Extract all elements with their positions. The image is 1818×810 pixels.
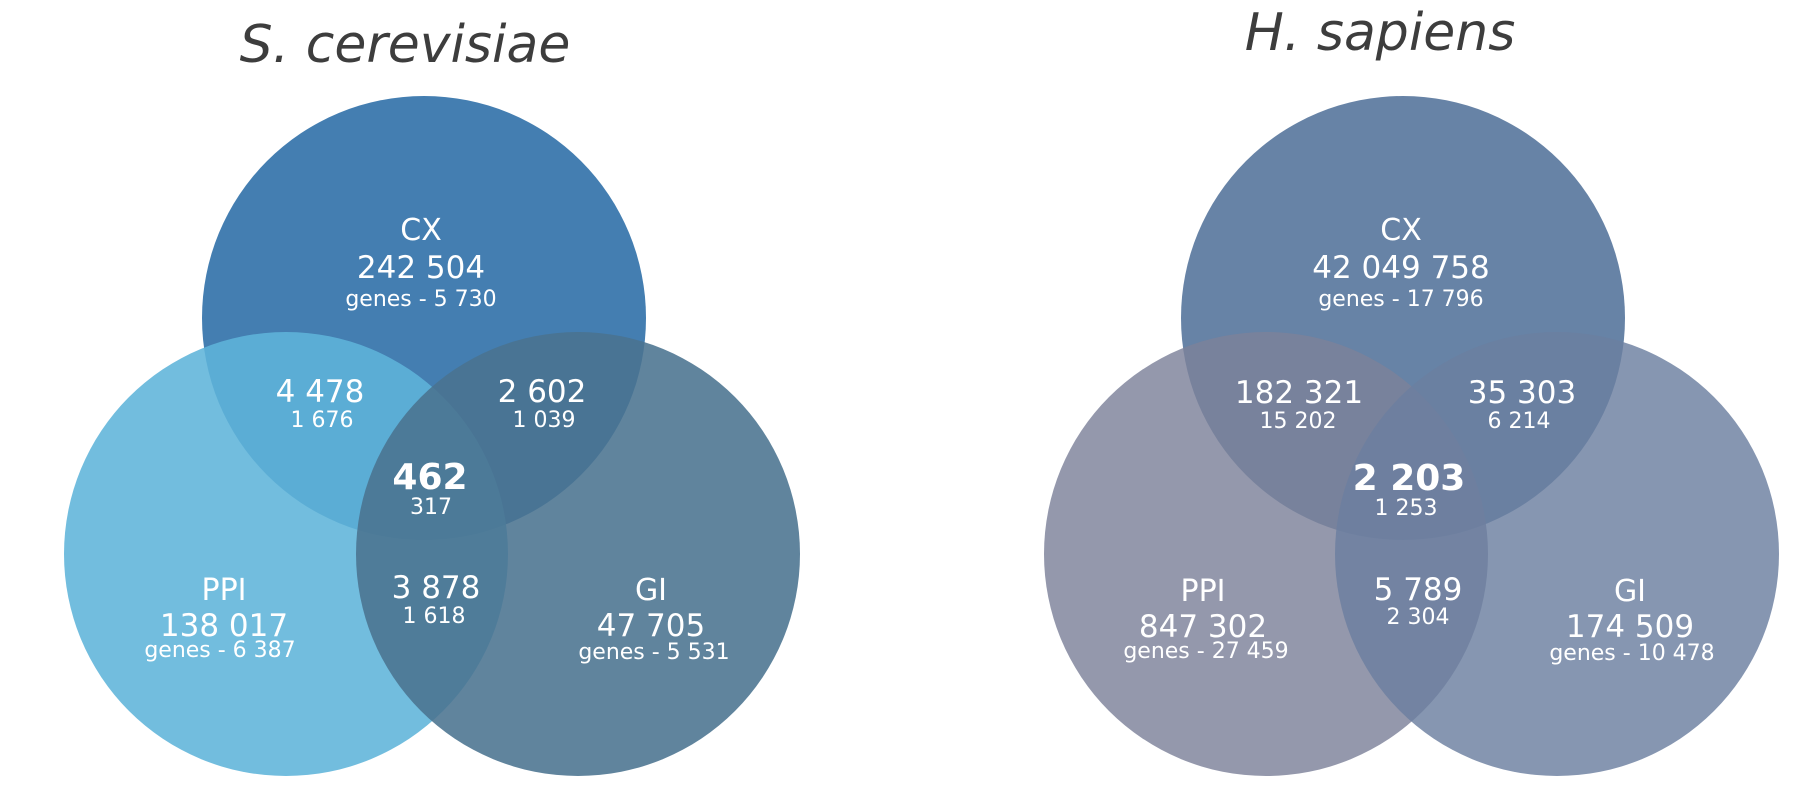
cx-set-count: 242 504 xyxy=(357,250,485,286)
cx-gi-overlap-genes: 6 214 xyxy=(1488,409,1551,434)
cx-ppi-overlap-genes: 15 202 xyxy=(1260,409,1337,434)
gi-set-genes: genes - 10 478 xyxy=(1549,641,1714,666)
cx-gi-overlap-count: 2 602 xyxy=(498,374,587,410)
venn-diagram-h-sapiens: H. sapiens CX 42 049 758 genes - 17 796 … xyxy=(1044,3,1779,776)
ppi-gi-overlap-count: 3 878 xyxy=(392,570,481,606)
ppi-set-count: 847 302 xyxy=(1139,609,1267,645)
cx-set-genes: genes - 5 730 xyxy=(345,287,496,312)
gi-set-name: GI xyxy=(1614,574,1646,609)
venn-diagram-s-cerevisiae: S. cerevisiae CX 242 504 genes - 5 730 4… xyxy=(64,15,800,776)
cx-set-count: 42 049 758 xyxy=(1312,250,1490,286)
ppi-set-count: 138 017 xyxy=(160,608,288,644)
ppi-set-genes: genes - 27 459 xyxy=(1123,639,1288,664)
cx-set-genes: genes - 17 796 xyxy=(1318,287,1483,312)
gi-set-name: GI xyxy=(635,573,667,608)
all-overlap-genes: 1 253 xyxy=(1375,496,1438,521)
diagram-title: H. sapiens xyxy=(1245,3,1516,63)
cx-set-name: CX xyxy=(400,213,442,248)
ppi-gi-overlap-count: 5 789 xyxy=(1374,572,1463,608)
all-overlap-count: 2 203 xyxy=(1353,458,1466,499)
all-overlap-genes: 317 xyxy=(410,495,452,520)
ppi-gi-overlap-genes: 2 304 xyxy=(1387,605,1450,630)
ppi-set-name: PPI xyxy=(201,573,246,608)
cx-ppi-overlap-count: 182 321 xyxy=(1235,375,1363,411)
all-overlap-count: 462 xyxy=(392,457,467,498)
circle-gi xyxy=(1335,332,1779,776)
ppi-set-name: PPI xyxy=(1180,574,1225,609)
cx-gi-overlap-genes: 1 039 xyxy=(513,408,576,433)
circle-gi xyxy=(356,332,800,776)
ppi-gi-overlap-genes: 1 618 xyxy=(403,604,466,629)
cx-ppi-overlap-count: 4 478 xyxy=(276,374,365,410)
cx-gi-overlap-count: 35 303 xyxy=(1468,375,1576,411)
diagram-title: S. cerevisiae xyxy=(240,15,571,75)
cx-set-name: CX xyxy=(1380,213,1422,248)
gi-set-count: 47 705 xyxy=(597,608,705,644)
gi-set-genes: genes - 5 531 xyxy=(578,640,729,665)
ppi-set-genes: genes - 6 387 xyxy=(144,638,295,663)
cx-ppi-overlap-genes: 1 676 xyxy=(291,408,354,433)
gi-set-count: 174 509 xyxy=(1566,609,1694,645)
